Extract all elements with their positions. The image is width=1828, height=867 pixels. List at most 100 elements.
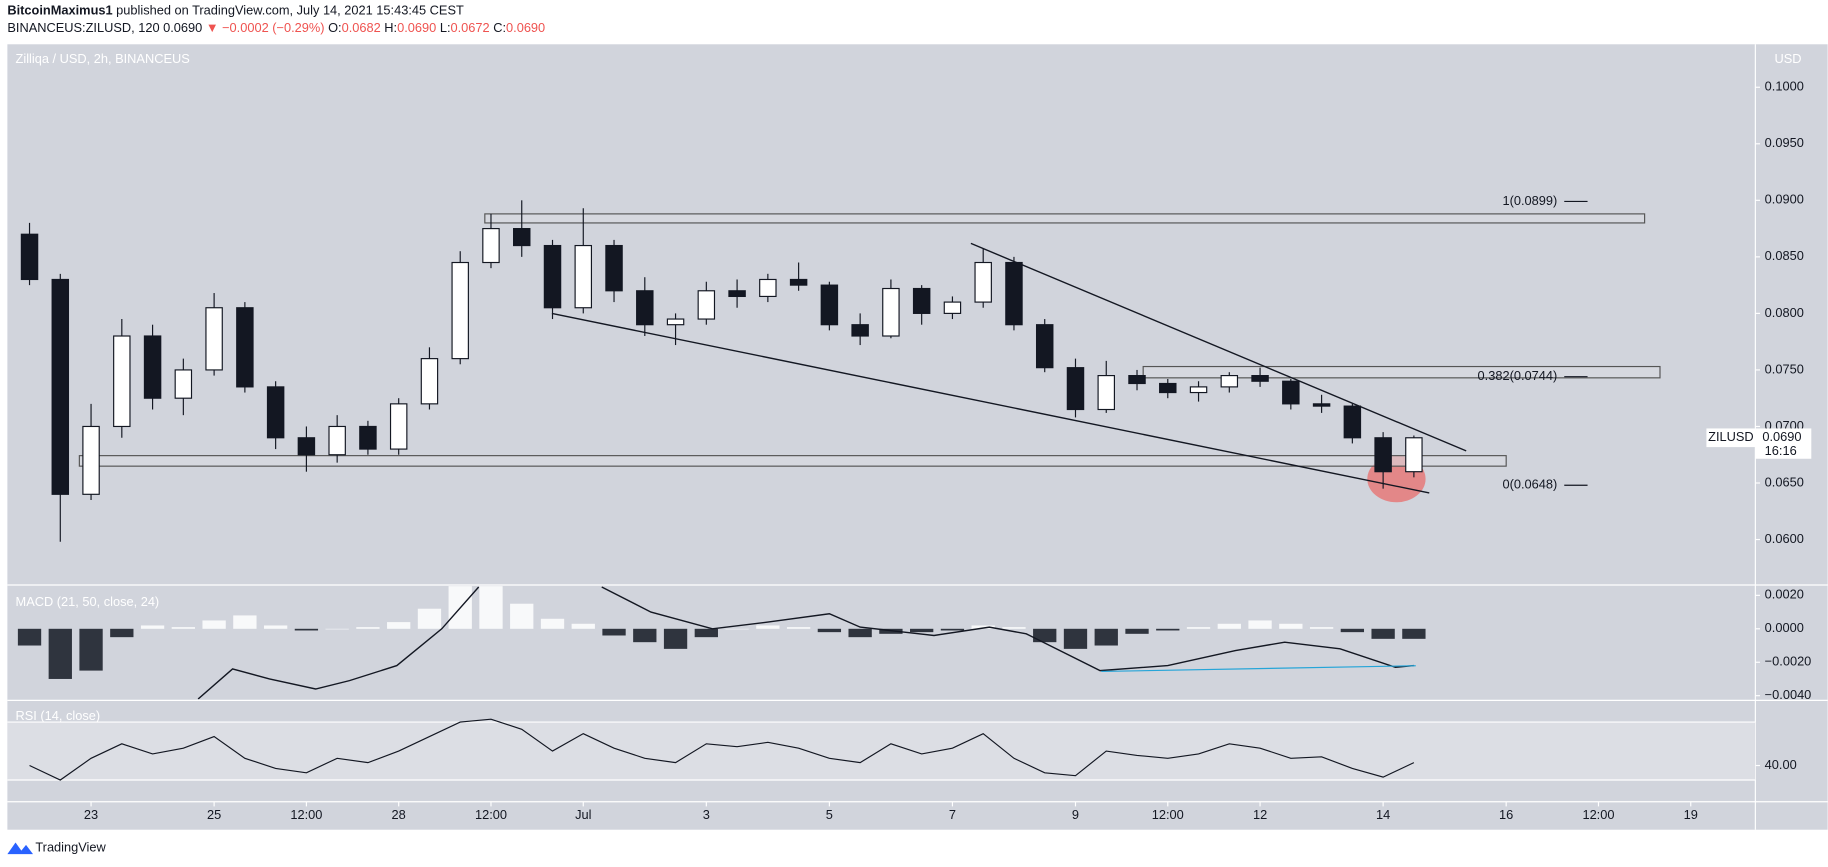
candle-body	[943, 301, 962, 314]
candle-body	[543, 244, 562, 309]
histogram-bar	[694, 628, 718, 638]
ohlc-value: 0.0690	[397, 21, 436, 36]
histogram-bar	[540, 618, 565, 629]
zone	[1142, 365, 1661, 379]
y-tick-label: 0.0650	[1765, 474, 1804, 489]
change: −0.0002 (−0.29%)	[222, 21, 324, 36]
candle-body	[20, 233, 39, 281]
histogram-bar	[171, 627, 195, 629]
candle-body	[759, 278, 777, 298]
x-tick-label: 16	[1499, 807, 1513, 822]
candle-body	[605, 244, 623, 292]
candle-body	[1251, 375, 1269, 382]
histogram-bar	[1371, 628, 1395, 639]
candle-body	[574, 244, 593, 309]
pane-title: RSI (14, close)	[16, 708, 101, 723]
candle-body	[1220, 375, 1239, 388]
pane-title: Zilliqa / USD, 2h, BINANCEUS	[16, 51, 190, 66]
candle-body	[789, 278, 808, 286]
histogram-bar	[1340, 628, 1365, 633]
histogram-bar	[1094, 628, 1118, 646]
histogram-bar	[817, 628, 842, 633]
x-tick-label: 23	[84, 807, 98, 822]
rsi-line	[29, 718, 1415, 781]
candle-body	[1312, 403, 1331, 407]
x-tick-label: 19	[1684, 807, 1698, 822]
histogram-bar	[786, 627, 811, 629]
histogram-bar	[1279, 623, 1303, 629]
histogram-bar	[1217, 623, 1241, 629]
histogram-bar	[417, 608, 442, 629]
histogram-bar	[1186, 627, 1211, 629]
x-tick-label: 14	[1376, 807, 1390, 822]
histogram-bar	[1063, 628, 1088, 649]
candle-body	[820, 284, 839, 326]
header-line: BitcoinMaximus1 published on TradingView…	[7, 3, 464, 18]
x-tick-label: 7	[949, 807, 956, 822]
histogram-bar	[848, 628, 872, 638]
histogram-bar	[971, 625, 995, 629]
candle-body	[143, 335, 162, 399]
candle-body	[851, 324, 869, 337]
rsi-band	[7, 722, 1756, 781]
candle-body	[513, 228, 531, 247]
price-tag	[1755, 428, 1812, 459]
pane	[20, 200, 1661, 542]
histogram-bar	[633, 628, 657, 643]
trendline	[551, 312, 1430, 494]
candle-body	[1343, 405, 1362, 439]
y-tick-label: 0.0950	[1765, 135, 1804, 150]
footer-logo	[7, 842, 34, 855]
macd-line	[197, 586, 1414, 700]
candle-body	[236, 307, 254, 388]
candle-body	[1189, 386, 1208, 394]
histogram-bar	[663, 628, 688, 649]
histogram-bar	[356, 627, 380, 629]
ohlc-value: 0.0682	[342, 21, 381, 36]
chart-area	[7, 44, 1828, 830]
y-tick-label: 0.1000	[1765, 79, 1804, 94]
ohlc-value: 0.0672	[451, 21, 490, 36]
candle-body	[51, 278, 70, 495]
histogram-bar	[140, 625, 165, 629]
histogram-bar	[233, 615, 257, 629]
candle-body	[359, 425, 377, 450]
candle-body	[482, 228, 500, 264]
candle-body	[974, 261, 992, 303]
candle-body	[1128, 375, 1146, 385]
candle-body	[328, 425, 346, 456]
histogram-bar	[1156, 628, 1180, 631]
histogram-bar	[110, 628, 134, 638]
symbol-line: BINANCEUS:ZILUSD, 120 0.0690 ▼ −0.0002 (…	[7, 21, 545, 36]
x-tick-label: 25	[207, 807, 221, 822]
histogram-bar	[1248, 620, 1272, 629]
logo-icon	[7, 842, 34, 855]
y-tick-label: 0.0750	[1765, 361, 1804, 376]
x-tick-label: 5	[826, 807, 833, 822]
candle-body	[697, 290, 716, 320]
candle-body	[666, 318, 685, 326]
candle-body	[174, 369, 193, 399]
pane	[17, 586, 1426, 700]
x-tick-label: Jul	[575, 807, 591, 822]
histogram-bar	[1125, 628, 1149, 634]
histogram-bar	[1309, 627, 1334, 629]
published: published on TradingView.com, July 14, 2…	[113, 3, 464, 18]
x-tick-label: 12:00	[290, 807, 322, 822]
histogram-bar	[294, 628, 319, 631]
y-tick-label: 0.0800	[1765, 305, 1804, 320]
histogram-bar	[571, 623, 595, 629]
y-tick-label: 0.0000	[1765, 620, 1804, 635]
histogram-bar	[263, 625, 288, 629]
histogram-bar	[202, 620, 226, 629]
candle-body	[1005, 261, 1023, 326]
x-tick-label: 12:00	[1152, 807, 1184, 822]
fib-label: 0(0.0648)	[1502, 477, 1557, 492]
arrow: ▼	[206, 21, 219, 36]
candle-body	[82, 425, 100, 495]
trendline	[970, 242, 1467, 452]
histogram-bar	[1002, 627, 1026, 629]
candle-body	[636, 290, 654, 326]
y-tick-label: −0.0040	[1765, 687, 1812, 702]
